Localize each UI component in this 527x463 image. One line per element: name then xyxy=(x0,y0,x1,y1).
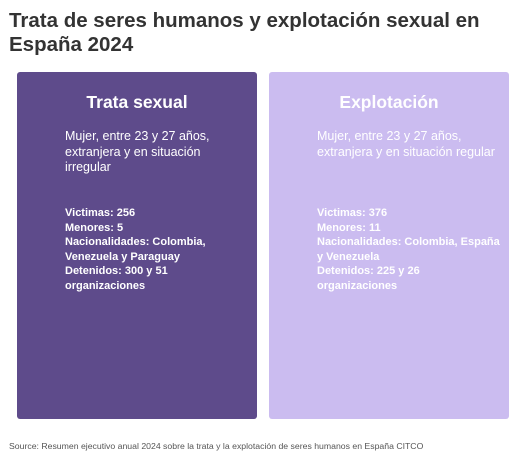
page-title: Trata de seres humanos y explotación sex… xyxy=(9,9,480,56)
card-explotacion: Explotación Mujer, entre 23 y 27 años, e… xyxy=(269,72,509,419)
stat-nacionalidades: Nacionalidades: Colombia, España y Venez… xyxy=(317,236,500,263)
stat-menores: Menores: 5 xyxy=(65,221,124,234)
card-heading: Explotación xyxy=(339,92,439,112)
stat-detenidos: Detenidos: 225 y 26 organizaciones xyxy=(317,265,420,292)
stat-menores: Menores: 11 xyxy=(317,221,381,234)
stat-victimas: Victimas: 256 xyxy=(65,207,136,219)
stat-victimas: Victimas: 376 xyxy=(317,207,388,219)
card-stats: Victimas: 376 Menores: 11 Nacionalidades… xyxy=(317,206,502,293)
stat-detenidos: Detenidos: 300 y 51 organizaciones xyxy=(65,265,168,292)
source-note: Source: Resumen ejecutivo anual 2024 sob… xyxy=(9,441,424,451)
card-trata-sexual: Trata sexual Mujer, entre 23 y 27 años, … xyxy=(17,72,257,419)
card-heading: Trata sexual xyxy=(86,92,188,112)
stat-nacionalidades: Nacionalidades: Colombia, Venezuela y Pa… xyxy=(65,236,206,263)
card-description: Mujer, entre 23 y 27 años, extranjera y … xyxy=(317,129,495,159)
card-description: Mujer, entre 23 y 27 años, extranjera y … xyxy=(65,129,210,174)
card-stats: Victimas: 256 Menores: 5 Nacionalidades:… xyxy=(65,206,250,293)
